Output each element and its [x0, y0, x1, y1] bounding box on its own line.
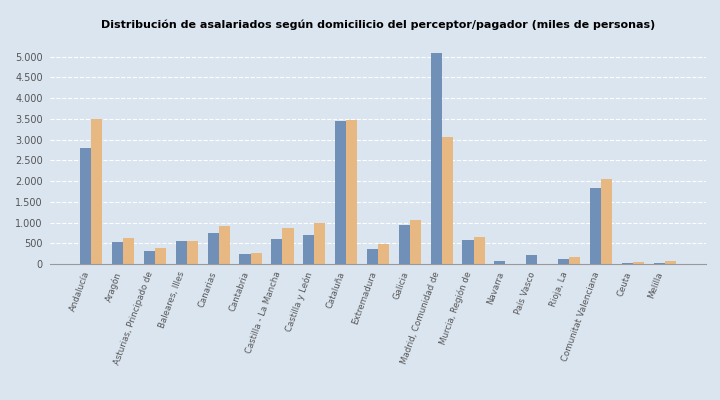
Bar	[462, 240, 474, 264]
Bar	[176, 241, 187, 264]
Bar	[621, 263, 633, 264]
Bar	[80, 148, 91, 264]
Bar	[665, 261, 676, 264]
Bar	[123, 238, 135, 264]
Bar	[441, 137, 453, 264]
Bar	[399, 225, 410, 264]
Bar	[315, 223, 325, 264]
Bar	[91, 119, 102, 264]
Bar	[251, 253, 262, 264]
Bar	[474, 237, 485, 264]
Bar	[271, 239, 282, 264]
Bar	[112, 242, 123, 264]
Bar	[346, 120, 357, 264]
Bar	[431, 54, 441, 264]
Bar	[335, 120, 346, 264]
Bar	[207, 233, 219, 264]
Bar	[601, 179, 612, 264]
Bar	[219, 226, 230, 264]
Bar	[558, 259, 569, 264]
Bar	[526, 255, 537, 264]
Bar	[155, 248, 166, 264]
Bar	[569, 257, 580, 264]
Bar	[494, 261, 505, 264]
Bar	[187, 241, 198, 264]
Bar	[282, 228, 294, 264]
Bar	[633, 262, 644, 264]
Bar	[378, 244, 389, 264]
Bar	[590, 188, 601, 264]
Bar	[367, 249, 378, 264]
Bar	[654, 263, 665, 264]
Bar	[303, 235, 315, 264]
Bar	[144, 251, 155, 264]
Bar	[240, 254, 251, 264]
Bar	[410, 220, 421, 264]
Title: Distribución de asalariados según domicilicio del perceptor/pagador (miles de pe: Distribución de asalariados según domici…	[101, 19, 655, 30]
